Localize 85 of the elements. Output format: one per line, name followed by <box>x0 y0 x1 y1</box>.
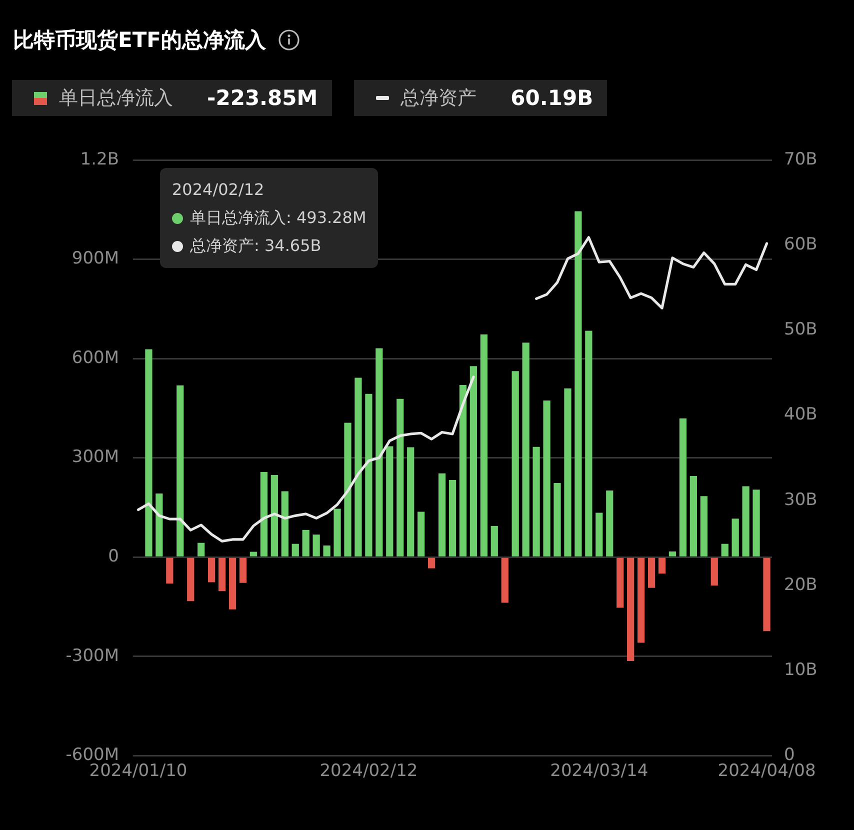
bar <box>679 418 687 556</box>
bar <box>690 476 697 556</box>
bar <box>438 473 446 556</box>
bar <box>218 558 226 592</box>
bar <box>596 512 603 556</box>
bar <box>501 558 508 603</box>
bar <box>752 490 760 556</box>
bar <box>156 494 163 556</box>
bar <box>522 342 530 556</box>
x-tick-label: 2024/01/10 <box>89 761 188 782</box>
text: 60.19B <box>510 86 594 110</box>
y-tick-label: 300M <box>72 447 119 468</box>
bar <box>386 446 394 556</box>
bar <box>710 558 718 586</box>
bar <box>260 472 268 556</box>
bar <box>668 551 676 556</box>
bar <box>376 348 383 556</box>
bar <box>616 558 624 608</box>
annotation: 总净资产: 34.65B <box>190 235 322 257</box>
bar <box>627 558 634 661</box>
bar <box>198 542 205 556</box>
bar <box>459 385 467 556</box>
bar <box>418 512 425 556</box>
y-tick-label: -300M <box>66 646 119 666</box>
y-tick-label: 1.2B <box>80 149 119 170</box>
y-tick-label: 900M <box>72 248 119 269</box>
bar <box>512 371 519 556</box>
legend-label: 总净资产 <box>400 86 477 111</box>
y2-tick-label: 50B <box>784 320 818 340</box>
bar <box>354 378 362 556</box>
bar <box>532 446 540 556</box>
x-tick-label: 2024/04/08 <box>718 761 816 782</box>
bar <box>554 482 561 556</box>
bar <box>648 558 656 588</box>
bar <box>166 558 174 584</box>
bar <box>365 394 372 556</box>
bar <box>480 334 488 556</box>
bar <box>187 558 194 602</box>
bar <box>732 518 739 556</box>
bar <box>448 480 456 556</box>
y2-tick-label: 20B <box>784 574 818 595</box>
annotation: 2024/02/12 <box>172 179 264 201</box>
bar <box>700 496 708 556</box>
bar <box>490 526 498 556</box>
bar <box>742 486 750 556</box>
bar <box>302 530 310 556</box>
bar <box>208 558 216 582</box>
bar <box>721 544 728 556</box>
bar <box>407 447 414 556</box>
bar <box>334 508 341 556</box>
bar <box>637 558 645 643</box>
bar <box>176 385 184 556</box>
bar <box>585 330 592 556</box>
bar <box>574 211 582 556</box>
y2-tick-label: 40B <box>784 404 818 425</box>
bar <box>428 558 436 568</box>
bar <box>344 422 352 556</box>
bar <box>312 534 320 556</box>
chart-title: 比特币现货ETF的总净流入 <box>13 27 266 54</box>
y-tick-label: 0 <box>108 546 119 566</box>
bar <box>270 475 278 556</box>
bar <box>543 400 550 556</box>
y2-tick-label: 60B <box>784 234 818 255</box>
legend-label: 单日总净流入 <box>59 86 173 111</box>
bar <box>145 349 152 556</box>
bar <box>564 388 572 556</box>
x-tick-label: 2024/03/14 <box>550 761 648 782</box>
y2-tick-label: 70B <box>784 149 818 170</box>
bar <box>658 558 666 574</box>
bar <box>606 490 614 556</box>
text: -223.85M <box>207 86 318 110</box>
bar <box>281 491 288 556</box>
y-tick-label: 600M <box>72 348 119 368</box>
bar <box>239 558 247 583</box>
bar <box>470 366 478 556</box>
annotation: 单日总净流入: 493.28M <box>190 207 366 229</box>
y2-tick-label: 10B <box>784 660 818 680</box>
bar <box>228 558 236 610</box>
bar <box>396 398 404 556</box>
bar <box>250 552 258 556</box>
bar <box>292 544 299 556</box>
bar <box>763 558 770 632</box>
x-tick-label: 2024/02/12 <box>320 761 418 782</box>
y2-tick-label: 30B <box>784 490 818 510</box>
bar <box>323 545 330 556</box>
